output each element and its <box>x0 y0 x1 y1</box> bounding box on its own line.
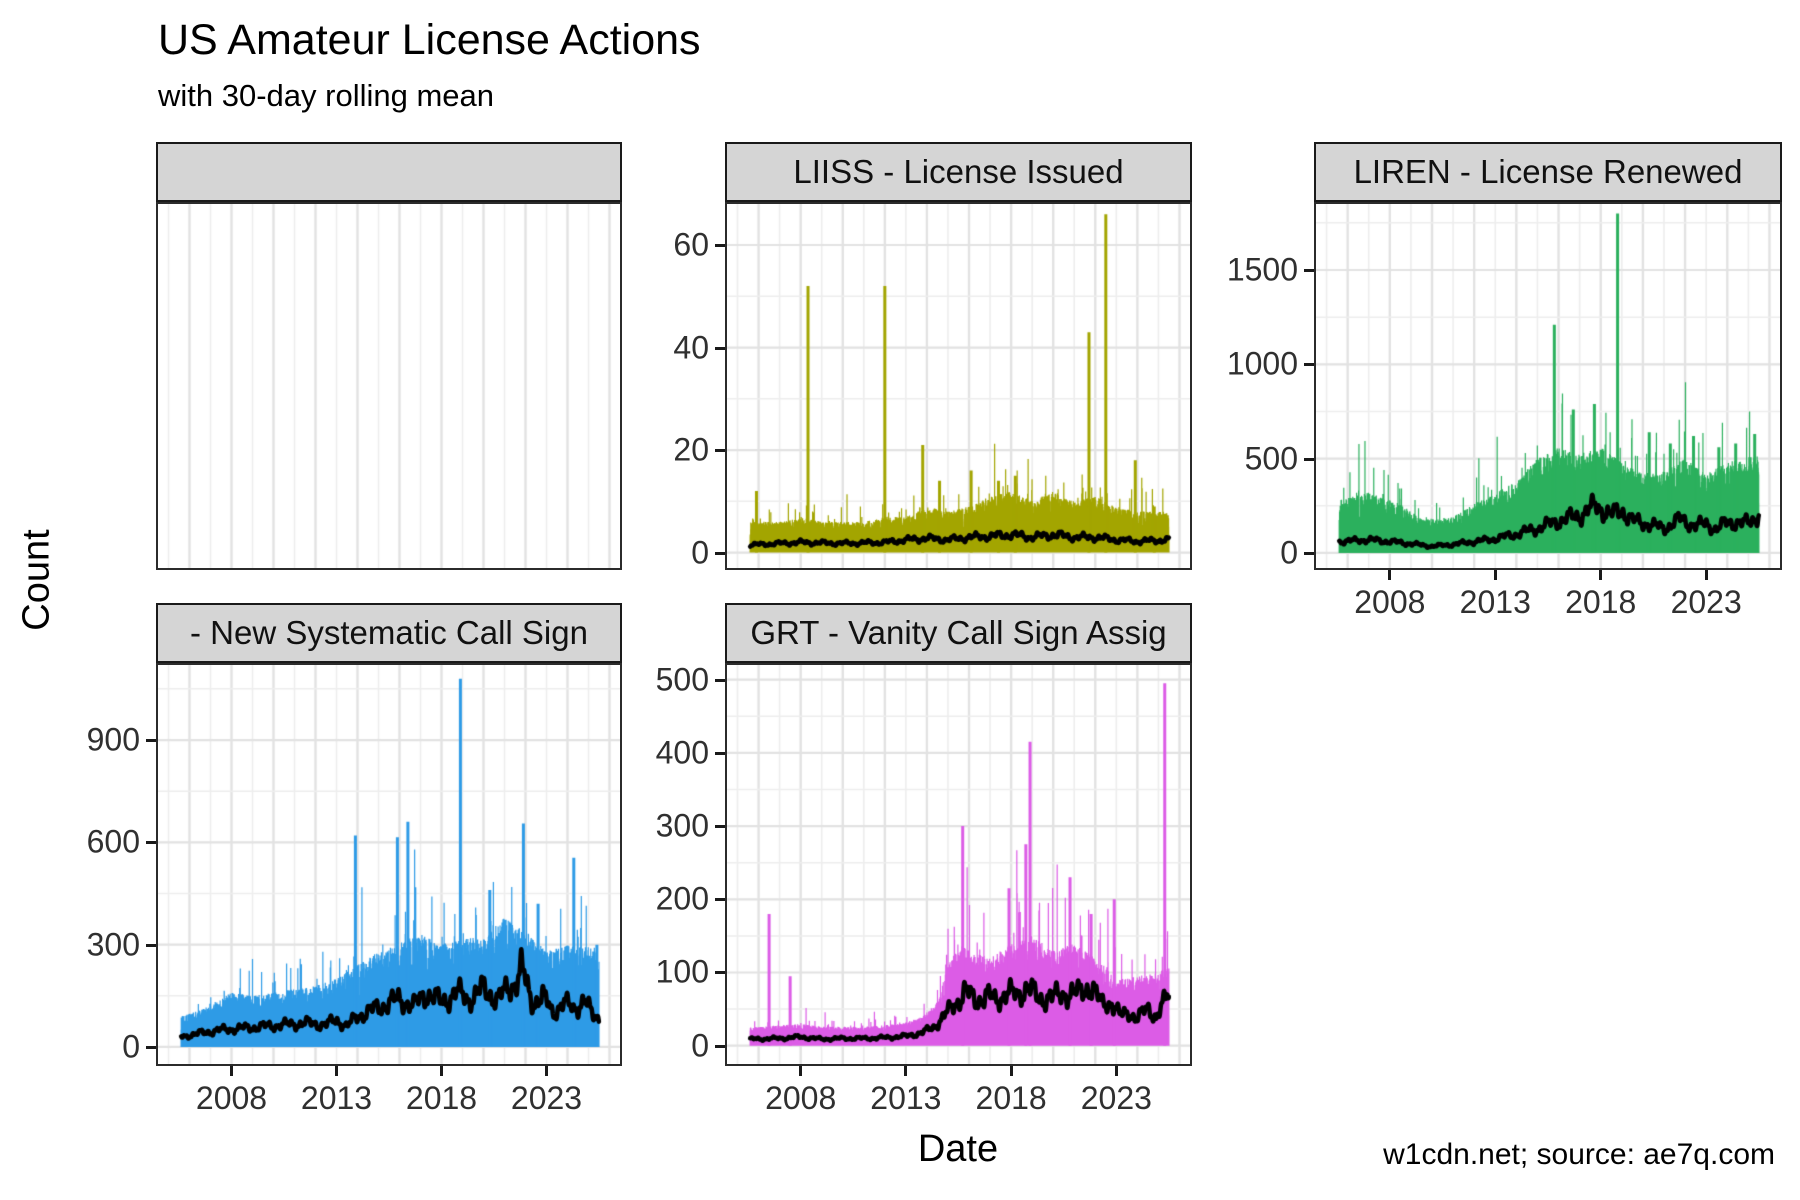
facet-strip-label: GRT - Vanity Call Sign Assig <box>750 614 1167 651</box>
y-axis-tick-mark <box>715 751 725 755</box>
panel-canvas-new-systematic-call-sign <box>158 665 620 1064</box>
x-axis-tick-mark <box>440 1066 443 1076</box>
facet-panel-grt-vanity <box>725 663 1192 1066</box>
x-axis-tick-mark <box>1009 1066 1013 1076</box>
y-axis-tick-label: 100 <box>655 953 709 990</box>
x-axis-tick-label: 2023 <box>1080 1080 1152 1116</box>
y-axis-tick-mark <box>1304 363 1314 367</box>
chart-caption: w1cdn.net; source: ae7q.com <box>1383 1138 1775 1171</box>
y-axis-tick-label: 0 <box>122 1028 140 1065</box>
panel-canvas-liren <box>1316 204 1780 568</box>
y-axis-tick-label: 1500 <box>1226 251 1298 288</box>
y-axis-title: Count <box>15 529 58 631</box>
x-axis-tick-label: 2008 <box>195 1080 268 1116</box>
y-axis-tick-mark <box>715 825 725 829</box>
y-axis-tick-label: 0 <box>691 534 709 571</box>
x-axis-title: Date <box>917 1128 999 1170</box>
facet-panel-empty-facet <box>156 202 622 570</box>
facet-strip-liren: LIREN - License Renewed <box>1314 142 1782 202</box>
y-axis-tick-mark <box>715 449 725 453</box>
y-axis-tick-mark <box>715 678 725 682</box>
y-axis-tick-mark <box>1304 457 1314 461</box>
y-axis-tick-label: 1000 <box>1226 345 1298 382</box>
y-axis-tick-mark <box>1304 551 1314 555</box>
x-axis-tick-label: 2018 <box>405 1080 478 1116</box>
chart-title: US Amateur License Actions <box>158 16 701 64</box>
panel-canvas-grt-vanity <box>727 665 1190 1064</box>
x-axis-tick-mark <box>230 1066 233 1076</box>
y-axis-tick-label: 20 <box>673 431 709 468</box>
y-axis-tick-mark <box>146 943 156 947</box>
y-axis-tick-label: 900 <box>86 721 140 758</box>
facet-strip-label: LIISS - License Issued <box>793 153 1124 190</box>
facet-strip-label: LIREN - License Renewed <box>1353 153 1743 190</box>
x-axis-tick-label: 2023 <box>1670 584 1742 620</box>
facet-strip-grt-vanity: GRT - Vanity Call Sign Assig <box>725 603 1192 663</box>
x-axis-tick-mark <box>799 1066 803 1076</box>
y-axis-tick-mark <box>715 346 725 350</box>
y-axis-tick-label: 600 <box>86 823 140 860</box>
y-axis-tick-label: 500 <box>1244 440 1298 477</box>
y-axis-tick-mark <box>146 841 156 845</box>
facet-panel-new-systematic-call-sign <box>156 663 622 1066</box>
y-axis-tick-label: 40 <box>673 329 709 366</box>
y-axis-tick-label: 300 <box>86 926 140 963</box>
y-axis-tick-label: 60 <box>673 226 709 263</box>
facet-strip-empty-facet <box>156 142 622 202</box>
y-axis-tick-label: 200 <box>655 880 709 917</box>
facet-panel-liiss <box>725 202 1192 570</box>
y-axis-tick-mark <box>146 1045 156 1049</box>
y-axis-tick-mark <box>715 898 725 902</box>
x-axis-tick-mark <box>1599 570 1603 580</box>
x-axis-tick-label: 2008 <box>1354 584 1426 620</box>
x-axis-tick-mark <box>904 1066 908 1076</box>
chart-subtitle: with 30-day rolling mean <box>158 78 495 113</box>
x-axis-tick-mark <box>545 1066 548 1076</box>
facet-panel-liren <box>1314 202 1782 570</box>
x-axis-tick-label: 2013 <box>870 1080 942 1116</box>
x-axis-tick-mark <box>1493 570 1497 580</box>
y-axis-tick-mark <box>715 1044 725 1048</box>
y-axis-tick-label: 400 <box>655 734 709 771</box>
facet-strip-new-systematic-call-sign: - New Systematic Call Sign <box>156 603 622 663</box>
y-axis-tick-mark <box>146 739 156 743</box>
y-axis-tick-mark <box>1304 269 1314 272</box>
facet-strip-label: - New Systematic Call Sign <box>190 614 588 651</box>
y-axis-tick-label: 0 <box>1280 534 1298 571</box>
x-axis-tick-label: 2018 <box>975 1080 1047 1116</box>
x-axis-tick-mark <box>335 1066 338 1076</box>
y-axis-tick-label: 300 <box>655 807 709 844</box>
x-axis-tick-mark <box>1704 570 1708 580</box>
panel-canvas-empty-facet <box>158 204 620 568</box>
x-axis-tick-label: 2023 <box>510 1080 583 1116</box>
y-axis-tick-label: 0 <box>691 1027 709 1064</box>
panel-canvas-liiss <box>727 204 1190 568</box>
y-axis-tick-mark <box>715 551 725 555</box>
y-axis-tick-mark <box>715 244 725 247</box>
x-axis-tick-label: 2008 <box>765 1080 837 1116</box>
y-axis-tick-label: 500 <box>655 661 709 698</box>
x-axis-tick-mark <box>1114 1066 1118 1076</box>
x-axis-tick-label: 2013 <box>1459 584 1531 620</box>
x-axis-tick-label: 2018 <box>1565 584 1637 620</box>
x-axis-tick-label: 2013 <box>300 1080 373 1116</box>
x-axis-tick-mark <box>1388 570 1392 580</box>
facet-strip-liiss: LIISS - License Issued <box>725 142 1192 202</box>
y-axis-tick-mark <box>715 971 725 975</box>
